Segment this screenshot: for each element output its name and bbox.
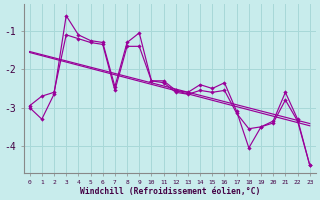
X-axis label: Windchill (Refroidissement éolien,°C): Windchill (Refroidissement éolien,°C) — [79, 187, 260, 196]
